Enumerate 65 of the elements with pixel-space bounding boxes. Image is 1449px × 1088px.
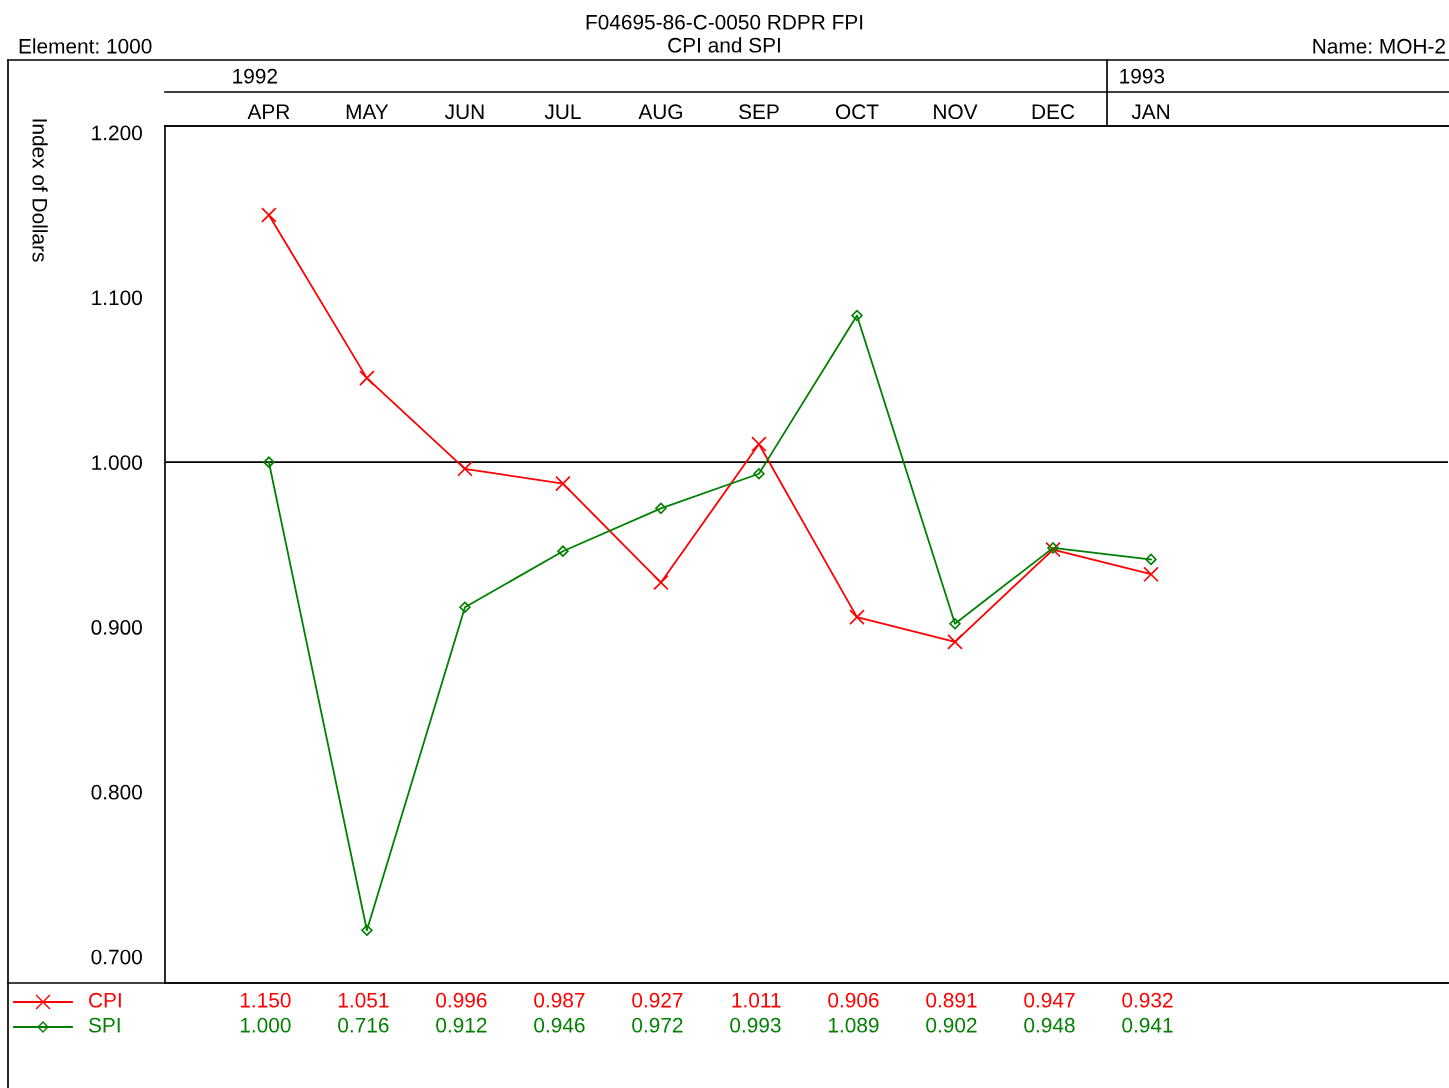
y-tick-label: 1.100 — [92, 290, 142, 306]
point — [261, 207, 277, 223]
data-label: 0.996 — [436, 992, 487, 1008]
chart-subtitle: CPI and SPI — [668, 37, 780, 53]
data-label: 1.000 — [240, 1017, 291, 1033]
x-tick-label: DEC — [1032, 104, 1075, 120]
point — [655, 502, 667, 515]
data-label: 0.947 — [1024, 992, 1075, 1008]
y-tick-label: 1.000 — [92, 455, 142, 470]
point — [557, 545, 569, 557]
point — [753, 467, 765, 480]
point — [457, 461, 473, 477]
data-label: 0.972 — [632, 1017, 683, 1033]
x-tick-label: AUG — [638, 104, 682, 120]
point — [949, 617, 961, 630]
point — [851, 309, 863, 322]
point — [555, 475, 571, 492]
data-label: 0.891 — [926, 992, 977, 1008]
text: 1993 — [1120, 68, 1165, 84]
data-label: 1.150 — [240, 992, 291, 1008]
chart-title: F04695-86-C-0050 RDPR FPI — [586, 14, 863, 30]
data-label: 0.993 — [730, 1017, 781, 1033]
point — [1145, 553, 1157, 566]
text: 1992 — [233, 68, 277, 84]
data-label: 0.912 — [436, 1017, 487, 1033]
point — [263, 456, 275, 468]
y-tick-label: 1.200 — [92, 125, 142, 141]
x-tick-label: MAY — [346, 104, 389, 119]
y-axis-title: Index of Dollars — [32, 119, 48, 262]
data-label: 1.051 — [338, 992, 389, 1008]
data-label: 0.941 — [1122, 1017, 1173, 1033]
legend-label: CPI — [89, 992, 121, 1008]
data-label: 0.716 — [338, 1017, 389, 1033]
x-tick-label: JAN — [1131, 104, 1169, 120]
point — [1047, 542, 1059, 554]
x-tick-label: SEP — [739, 104, 779, 120]
point — [1045, 541, 1061, 558]
data-label: 0.902 — [926, 1017, 977, 1033]
data-label: 0.946 — [534, 1017, 585, 1033]
legend-label: SPI — [88, 1017, 120, 1033]
data-label: 1.011 — [732, 992, 781, 1008]
data-label: 0.987 — [534, 992, 585, 1008]
x-tick-label: OCT — [835, 104, 879, 120]
point — [653, 574, 669, 591]
point — [849, 609, 865, 625]
data-label: 0.927 — [632, 992, 683, 1008]
text: Name: MOH-2 — [1313, 38, 1445, 54]
x-tick-label: JUL — [544, 104, 581, 120]
point — [361, 924, 373, 937]
y-tick-label: 0.900 — [91, 620, 142, 635]
x-tick-label: JUN — [444, 104, 484, 120]
data-label: 0.932 — [1122, 992, 1173, 1008]
data-label: 1.089 — [828, 1017, 879, 1033]
point — [947, 634, 963, 650]
y-tick-label: 0.800 — [91, 784, 142, 800]
x-tick-label: APR — [247, 104, 290, 119]
point — [359, 370, 375, 386]
point — [459, 601, 471, 613]
point — [1143, 566, 1159, 583]
y-tick-label: 0.700 — [91, 949, 142, 965]
data-label: 0.948 — [1024, 1017, 1075, 1033]
data-label: 0.906 — [828, 992, 879, 1008]
x-tick-label: NOV — [934, 104, 978, 120]
point — [751, 436, 767, 452]
text: Element: 1000 — [19, 38, 152, 54]
